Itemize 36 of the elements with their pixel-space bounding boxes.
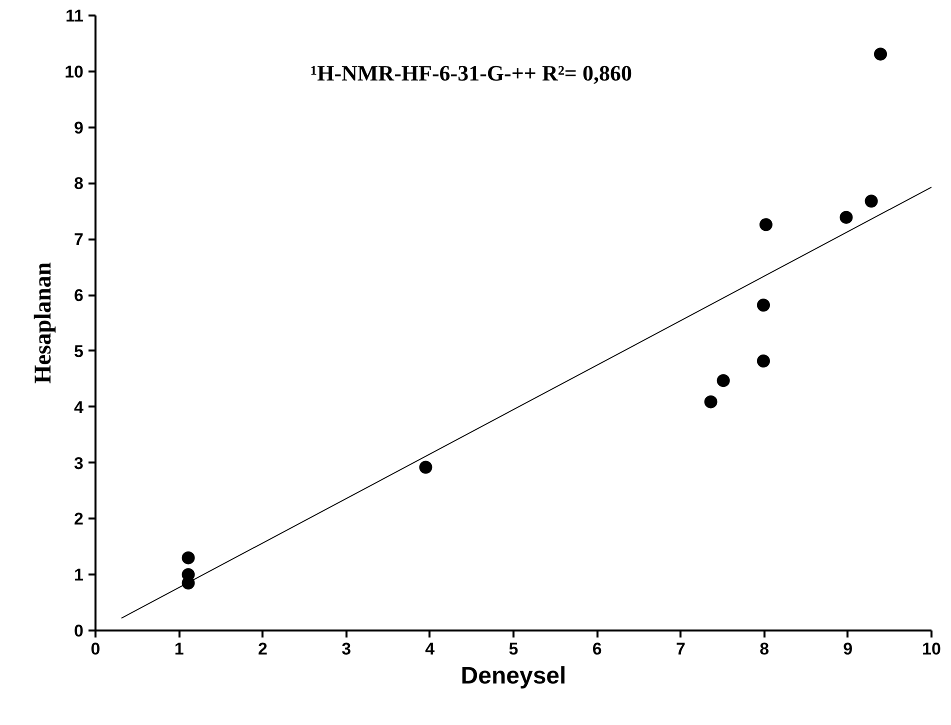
x-tick-label: 4 <box>425 640 436 658</box>
y-tick-label: 11 <box>66 6 84 26</box>
y-tick-label: 7 <box>74 230 84 250</box>
x-tick-label: 3 <box>342 640 352 658</box>
point <box>716 374 730 388</box>
y-axis-title: Hesaplanan <box>30 262 57 384</box>
x-tick-label: 8 <box>760 640 770 658</box>
x-tick-label: 0 <box>90 640 100 658</box>
y-tick-label: 5 <box>74 342 84 361</box>
annotation: ¹H-NMR-HF-6-31-G-++ R²= 0,860 <box>310 60 632 86</box>
point <box>704 395 718 408</box>
x-tick-label: 7 <box>676 640 686 658</box>
point <box>864 194 878 208</box>
x-tick-label: 10 <box>922 640 941 658</box>
point <box>182 551 195 564</box>
x-tick-label: 9 <box>843 640 853 658</box>
y-tick-label: 2 <box>74 510 84 529</box>
point <box>840 210 853 224</box>
y-tick-label: 8 <box>74 174 84 194</box>
x-tick-label: 5 <box>508 640 518 658</box>
y-tick-label: 3 <box>74 454 84 473</box>
point <box>756 354 770 368</box>
y-tick-label: 6 <box>74 286 84 306</box>
x-tick-label: 2 <box>258 640 268 658</box>
point <box>874 48 888 61</box>
point <box>756 298 770 312</box>
y-tick-label: 9 <box>74 118 84 138</box>
y-tick-label: 10 <box>64 62 84 82</box>
y-tick-label: 0 <box>74 622 84 640</box>
point <box>419 460 432 474</box>
x-tick-label: 6 <box>592 640 602 658</box>
point <box>759 218 772 232</box>
x-tick-label: 1 <box>174 640 184 658</box>
y-tick-label: 1 <box>74 566 84 585</box>
x-axis-title: Deneysel <box>460 662 566 690</box>
y-tick-label: 4 <box>74 398 84 417</box>
